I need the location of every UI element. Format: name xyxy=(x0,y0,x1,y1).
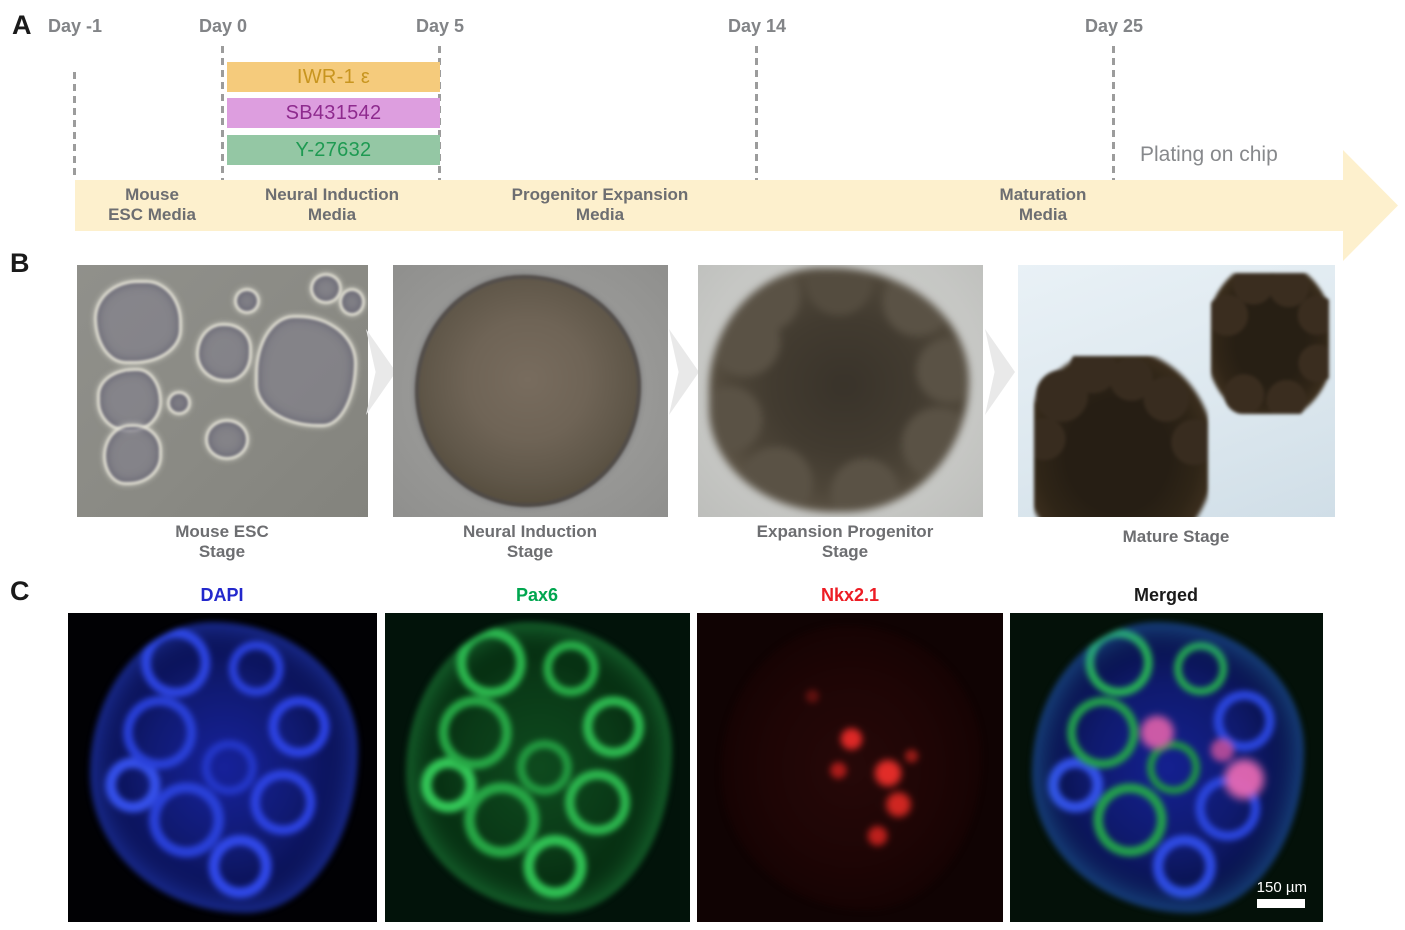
esc-colony xyxy=(103,423,162,486)
inhibitor-bar-sb431542: SB431542 xyxy=(227,98,440,128)
media-segment-maturation: Maturation Media xyxy=(999,185,1087,225)
channel-header-merged: Merged xyxy=(1133,585,1198,605)
micrograph-mouse-esc xyxy=(77,265,368,517)
panel-b-letter: B xyxy=(10,248,30,278)
stage-caption-expansion-progenitor: Expansion Progenitor Stage xyxy=(756,522,934,562)
day-label-14: Day 14 xyxy=(727,16,787,36)
dapi-organoid-section xyxy=(89,622,359,913)
progenitor-organoid xyxy=(709,267,969,512)
merged-organoid-section xyxy=(1031,622,1305,913)
fluorescence-image-merged: 150 µm xyxy=(1010,613,1323,922)
fluorescence-image-dapi xyxy=(68,613,377,922)
scale-bar-line xyxy=(1256,899,1305,908)
panel-a-letter: A xyxy=(12,10,32,40)
esc-colony xyxy=(234,287,261,314)
day-marker-line-minus1 xyxy=(73,72,76,180)
nkx2-1-organoid-section xyxy=(721,625,982,910)
micrograph-neural-induction xyxy=(393,265,668,517)
stage-caption-neural-induction: Neural Induction Stage xyxy=(462,522,598,562)
inhibitor-bar-y27632: Y-27632 xyxy=(227,135,440,165)
day-marker-line-25 xyxy=(1112,46,1115,180)
mature-organoid xyxy=(1211,272,1329,414)
media-segment-neural-induction: Neural Induction Media xyxy=(264,185,400,225)
esc-colony xyxy=(254,315,357,428)
neural-induction-spheroid xyxy=(415,275,641,507)
chevron-right-icon xyxy=(669,329,699,415)
channel-header-nkx2-1: Nkx2.1 xyxy=(820,585,880,605)
day-label-25: Day 25 xyxy=(1084,16,1144,36)
channel-header-dapi: DAPI xyxy=(200,585,244,605)
micrograph-mature xyxy=(1018,265,1335,517)
media-timeline-arrowhead-icon xyxy=(1343,150,1398,261)
esc-colony xyxy=(196,322,252,382)
inhibitor-bar-sb431542-label: SB431542 xyxy=(285,101,382,124)
fluorescence-image-nkx2-1 xyxy=(697,613,1003,922)
media-segment-mouse-esc: Mouse ESC Media xyxy=(108,185,196,225)
stage-caption-mouse-esc: Mouse ESC Stage xyxy=(175,522,269,562)
day-marker-line-14 xyxy=(755,46,758,180)
esc-colony xyxy=(309,272,342,304)
inhibitor-bar-y27632-label: Y-27632 xyxy=(295,138,372,161)
panel-c-letter: C xyxy=(10,576,30,606)
media-segment-progenitor-expansion: Progenitor Expansion Media xyxy=(511,185,689,225)
esc-colony xyxy=(167,391,191,415)
inhibitor-bar-iwr1: IWR-1 ε xyxy=(227,62,440,92)
micrograph-expansion-progenitor xyxy=(698,265,983,517)
scale-bar: 150 µm xyxy=(1256,879,1307,908)
media-timeline-arrow-body xyxy=(75,180,1343,231)
esc-colony xyxy=(205,418,249,460)
esc-colony xyxy=(94,280,182,365)
chevron-right-icon xyxy=(985,329,1015,415)
mature-organoid xyxy=(1033,355,1209,517)
chevron-right-icon xyxy=(366,329,396,415)
channel-header-pax6: Pax6 xyxy=(515,585,559,605)
fluorescence-image-pax6 xyxy=(385,613,690,922)
esc-colony xyxy=(97,368,162,433)
stage-caption-mature: Mature Stage xyxy=(1122,527,1230,546)
pax6-organoid-section xyxy=(406,622,672,913)
day-label-5: Day 5 xyxy=(415,16,465,36)
scale-bar-label: 150 µm xyxy=(1256,879,1307,896)
day-label-minus1: Day -1 xyxy=(47,16,103,36)
plating-on-chip-note: Plating on chip xyxy=(1140,143,1278,166)
inhibitor-bar-iwr1-label: IWR-1 ε xyxy=(296,65,371,88)
day-label-0: Day 0 xyxy=(198,16,248,36)
day-marker-line-0 xyxy=(221,46,224,180)
esc-colony xyxy=(338,287,366,317)
